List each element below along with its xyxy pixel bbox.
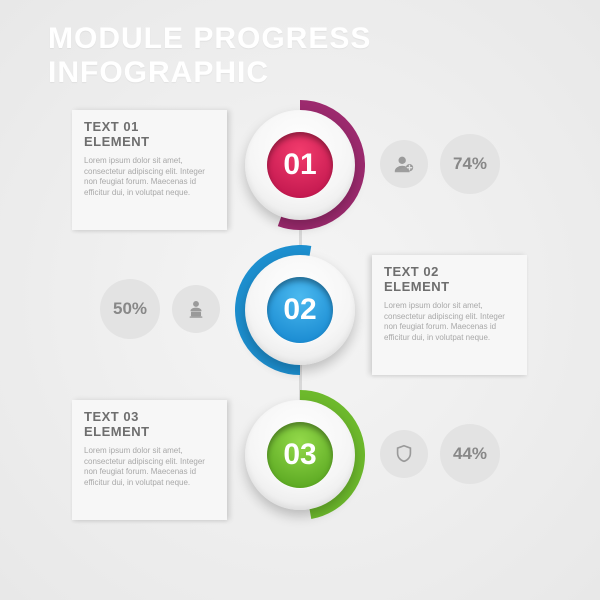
percent-badge-02: 50% (100, 279, 160, 339)
card-heading: TEXT 02 ELEMENT (384, 265, 515, 295)
card-heading: TEXT 01 ELEMENT (84, 120, 215, 150)
infographic-stage: TEXT 01 ELEMENT Lorem ipsum dolor sit ame… (0, 0, 600, 600)
medallion-03: 03 (245, 400, 355, 510)
percent-badge-03: 44% (440, 424, 500, 484)
medallion-number: 02 (267, 277, 333, 343)
medallion-02: 02 (245, 255, 355, 365)
card-body: Lorem ipsum dolor sit amet, consectetur … (84, 156, 215, 199)
text-card-02: TEXT 02 ELEMENT Lorem ipsum dolor sit ame… (372, 255, 527, 375)
text-card-03: TEXT 03 ELEMENT Lorem ipsum dolor sit ame… (72, 400, 227, 520)
shield-icon (380, 430, 428, 478)
percent-badge-01: 74% (440, 134, 500, 194)
medallion-01: 01 (245, 110, 355, 220)
medallion-number: 03 (267, 422, 333, 488)
medallion-number: 01 (267, 132, 333, 198)
user-laptop-icon (172, 285, 220, 333)
user-plus-icon (380, 140, 428, 188)
card-body: Lorem ipsum dolor sit amet, consectetur … (84, 446, 215, 489)
card-body: Lorem ipsum dolor sit amet, consectetur … (384, 301, 515, 344)
text-card-01: TEXT 01 ELEMENT Lorem ipsum dolor sit ame… (72, 110, 227, 230)
card-heading: TEXT 03 ELEMENT (84, 410, 215, 440)
